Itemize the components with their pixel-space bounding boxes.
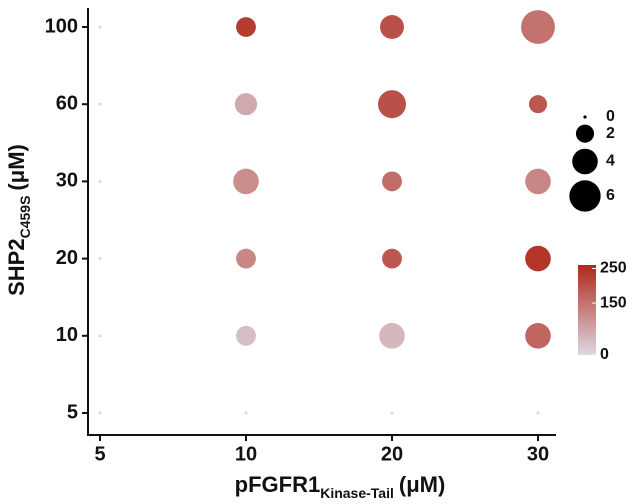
bubble — [98, 102, 102, 106]
bubble — [380, 15, 404, 39]
bubble — [98, 179, 102, 183]
y-tick-label: 60 — [56, 92, 78, 114]
y-label-sub: C459S — [17, 196, 33, 239]
bubble — [98, 411, 102, 415]
y-label-unit: (μM) — [4, 144, 29, 190]
bubble — [525, 323, 551, 349]
bubble — [525, 168, 551, 195]
y-axis-label: SHP2C459S (μM) — [4, 144, 33, 296]
size-legend-label: 4 — [606, 153, 615, 170]
bubble — [234, 93, 258, 116]
x-label-main: pFGFR1 — [235, 472, 321, 497]
bubble — [536, 411, 540, 415]
bubble — [525, 245, 551, 272]
x-tick-label: 10 — [235, 443, 257, 465]
x-tick-label: 5 — [94, 443, 105, 465]
bubble — [233, 168, 259, 195]
bubble — [528, 95, 548, 114]
bubble — [244, 411, 248, 415]
size-legend-label: 0 — [606, 108, 615, 125]
x-label-sub: Kinase-Tail — [320, 485, 394, 501]
bubble — [390, 411, 394, 415]
bubble — [236, 248, 256, 269]
x-axis-label: pFGFR1Kinase-Tail (μM) — [235, 472, 446, 501]
bubble — [382, 248, 402, 269]
size-legend-dot — [572, 148, 598, 175]
colorbar-label: 150 — [600, 294, 627, 311]
y-tick-label: 20 — [56, 247, 78, 269]
bubble — [98, 257, 102, 261]
x-tick-label: 30 — [527, 443, 549, 465]
y-tick-label: 100 — [45, 15, 78, 37]
y-label-main: SHP2 — [4, 238, 29, 295]
size-legend-dot — [575, 124, 595, 143]
bubble — [379, 323, 405, 349]
bubble — [98, 334, 102, 338]
size-legend-dot — [583, 115, 587, 119]
bubble — [521, 10, 555, 44]
size-legend-label: 6 — [606, 187, 615, 204]
colorbar-label: 250 — [600, 260, 627, 277]
size-legend-label: 2 — [606, 125, 615, 142]
bubble — [236, 325, 256, 346]
bubble — [377, 90, 407, 119]
x-tick-label: 20 — [381, 443, 403, 465]
size-legend-dot — [569, 180, 601, 212]
colorbar-label: 0 — [600, 346, 609, 363]
y-tick-label: 30 — [56, 170, 78, 192]
bubble — [236, 17, 256, 37]
x-label-unit: (μM) — [399, 472, 445, 497]
colorbar — [578, 265, 596, 355]
y-tick-label: 10 — [56, 324, 78, 346]
bubble — [98, 25, 102, 29]
y-tick-label: 5 — [67, 401, 78, 423]
bubble — [382, 171, 402, 192]
